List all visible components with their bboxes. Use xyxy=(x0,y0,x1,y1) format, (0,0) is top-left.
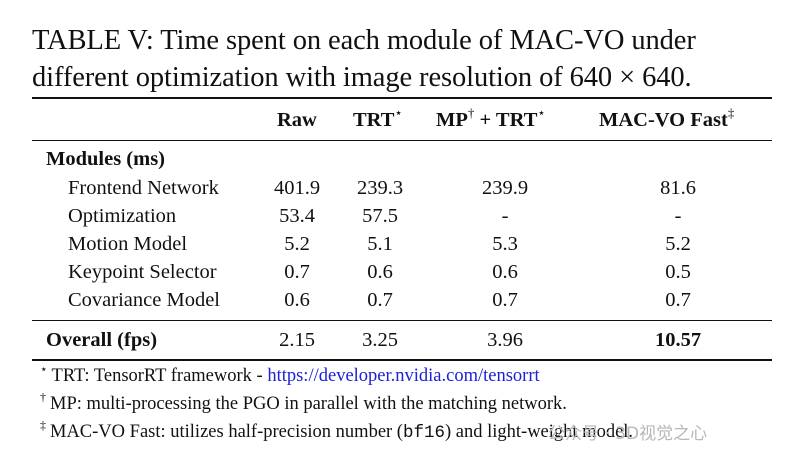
footnote-text: ) and light-weight model. xyxy=(445,422,634,442)
footnote-text: MAC-VO Fast: utilizes half-precision num… xyxy=(50,422,403,442)
overall-fast: 10.57 xyxy=(654,329,702,351)
top-rule xyxy=(32,97,772,99)
row-fast: 0.5 xyxy=(665,261,691,283)
overall-trt: 3.25 xyxy=(362,329,398,351)
tensorrt-link[interactable]: https://developer.nvidia.com/tensorrt xyxy=(267,366,540,386)
overall-rule xyxy=(32,320,772,321)
row-raw: 0.6 xyxy=(284,289,310,311)
section-label: Modules (ms) xyxy=(46,148,166,170)
row-raw: 53.4 xyxy=(279,205,315,227)
row-mp-trt: 0.6 xyxy=(492,261,518,283)
row-trt: 0.6 xyxy=(367,261,393,283)
row-raw: 0.7 xyxy=(284,261,310,283)
row-trt: 239.3 xyxy=(356,177,404,199)
footnote-fast: ‡ MAC-VO Fast: utilizes half-precision nu… xyxy=(40,418,634,444)
overall-label: Overall (fps) xyxy=(46,329,158,351)
row-fast: 81.6 xyxy=(660,177,696,199)
footnote-mark: † xyxy=(40,390,46,404)
footnote-text: MP: multi-processing the PGO in parallel… xyxy=(50,394,567,414)
row-fast: - xyxy=(674,205,682,227)
header-rule xyxy=(32,140,772,141)
row-fast: 5.2 xyxy=(665,233,691,255)
header-raw: Raw xyxy=(277,109,317,131)
header-mac-vo-fast: MAC-VO Fast‡ xyxy=(599,105,735,131)
row-raw: 5.2 xyxy=(284,233,310,255)
row-trt: 5.1 xyxy=(367,233,393,255)
row-trt: 57.5 xyxy=(362,205,398,227)
caption-line-2: different optimization with image resolu… xyxy=(32,62,692,93)
row-raw: 401.9 xyxy=(273,177,321,199)
table-caption: TABLE V: Time spent on each module of MA… xyxy=(32,22,772,96)
bottom-rule xyxy=(32,359,772,361)
footnote-text: TRT: TensorRT framework - xyxy=(51,366,268,386)
row-module: Keypoint Selector xyxy=(68,261,217,283)
row-mp-trt: 0.7 xyxy=(492,289,518,311)
footnote-trt: ⋆ TRT: TensorRT framework - https://devel… xyxy=(40,362,540,387)
footnote-mp: † MP: multi-processing the PGO in paralle… xyxy=(40,390,567,415)
row-mp-trt: 239.9 xyxy=(481,177,529,199)
row-mp-trt: - xyxy=(501,205,509,227)
overall-mp-trt: 3.96 xyxy=(487,329,523,351)
header-mp-trt: MP† + TRT⋆ xyxy=(436,105,546,131)
footnote-code: bf16 xyxy=(402,423,445,443)
caption-line-1: TABLE V: Time spent on each module of MA… xyxy=(32,25,696,56)
row-trt: 0.7 xyxy=(367,289,393,311)
row-mp-trt: 5.3 xyxy=(492,233,518,255)
footnote-mark: ‡ xyxy=(40,418,46,432)
row-module: Frontend Network xyxy=(68,177,219,199)
row-module: Motion Model xyxy=(68,233,188,255)
row-fast: 0.7 xyxy=(665,289,691,311)
footnote-mark: ⋆ xyxy=(40,362,48,376)
overall-raw: 2.15 xyxy=(279,329,315,351)
header-trt: TRT⋆ xyxy=(353,105,403,131)
row-module: Optimization xyxy=(68,205,177,227)
row-module: Covariance Model xyxy=(68,289,220,311)
watermark: 公众号 · 3D视觉之心 xyxy=(548,424,708,444)
